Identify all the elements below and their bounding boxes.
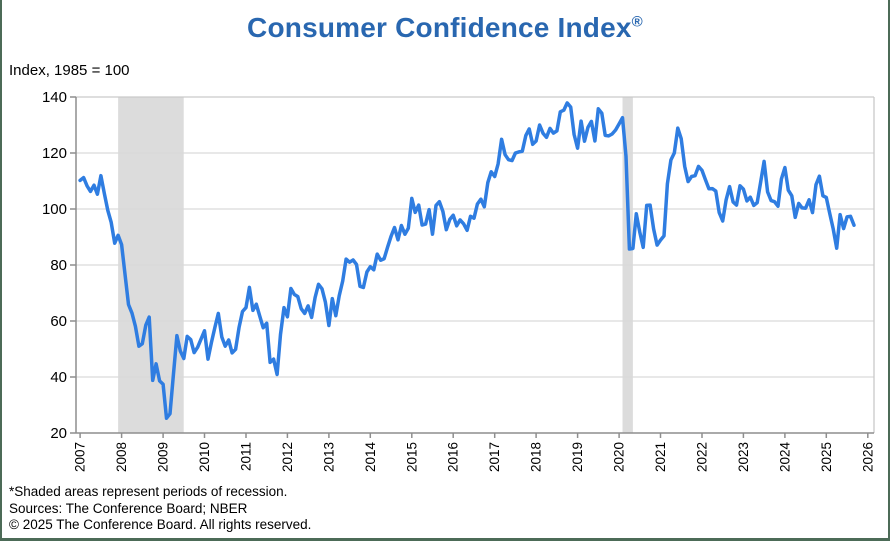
x-tick-label: 2014 <box>363 442 378 473</box>
footnote-sources: Sources: The Conference Board; NBER <box>9 500 248 516</box>
x-tick-label: 2025 <box>819 442 834 472</box>
x-tick-label: 2020 <box>612 442 627 472</box>
x-tick-label: 2023 <box>736 442 751 472</box>
x-tick-label: 2013 <box>321 442 336 472</box>
x-tick-label: 2024 <box>777 442 792 473</box>
y-tick-label: 120 <box>42 145 67 162</box>
x-tick-label: 2009 <box>156 442 171 472</box>
x-tick-label: 2021 <box>653 442 668 472</box>
x-tick-label: 2016 <box>446 442 461 472</box>
y-tick-label: 20 <box>50 425 67 442</box>
x-tick-label: 2018 <box>529 442 544 472</box>
x-tick-label: 2010 <box>197 442 212 472</box>
x-tick-label: 2007 <box>73 442 88 472</box>
x-tick-label: 2008 <box>114 442 129 472</box>
registered-trademark-symbol: ® <box>631 13 643 31</box>
x-tick-label: 2017 <box>487 442 502 472</box>
x-tick-label: 2026 <box>860 442 875 472</box>
page-title: Consumer Confidence Index® <box>2 12 888 44</box>
y-axis-units-label: Index, 1985 = 100 <box>9 62 130 79</box>
footnote-copyright: © 2025 The Conference Board. All rights … <box>9 517 312 532</box>
y-tick-label: 100 <box>42 201 67 218</box>
x-tick-label: 2022 <box>695 442 710 472</box>
x-tick-label: 2019 <box>570 442 585 472</box>
cci-data-line <box>78 101 856 420</box>
footnotes: *Shaded areas represent periods of reces… <box>9 484 311 534</box>
y-tick-label: 80 <box>50 257 67 274</box>
y-tick-label: 140 <box>42 89 67 106</box>
x-tick-label: 2015 <box>404 442 419 472</box>
footnote-recession: *Shaded areas represent periods of reces… <box>9 484 288 499</box>
x-tick-label: 2011 <box>239 442 254 471</box>
y-tick-label: 60 <box>50 313 67 330</box>
x-tick-label: 2012 <box>280 442 295 472</box>
title-text: Consumer Confidence Index <box>247 12 632 43</box>
y-tick-label: 40 <box>50 369 67 386</box>
